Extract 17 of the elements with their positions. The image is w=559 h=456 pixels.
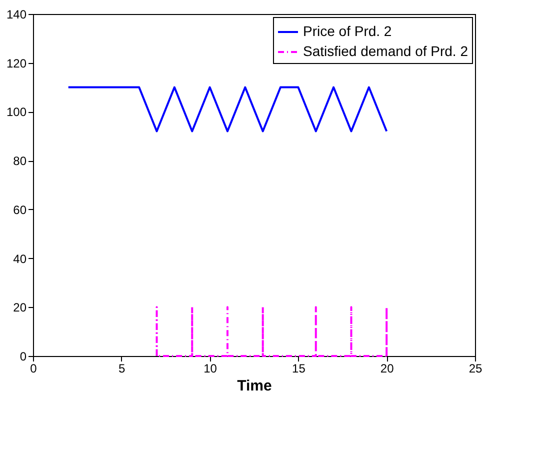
y-tick-label: 20 bbox=[13, 300, 27, 315]
x-tick-label: 0 bbox=[30, 362, 38, 376]
legend-label: Satisfied demand of Prd. 2 bbox=[303, 43, 468, 59]
x-tick-label: 5 bbox=[118, 362, 126, 376]
y-tick-label: 0 bbox=[20, 350, 27, 364]
y-tick-label: 140 bbox=[6, 8, 27, 22]
y-tick-label: 120 bbox=[6, 56, 27, 70]
x-tick-label: 15 bbox=[292, 362, 306, 376]
legend-label: Price of Prd. 2 bbox=[303, 23, 392, 39]
y-tick-label: 80 bbox=[13, 154, 27, 168]
y-tick-label: 100 bbox=[6, 105, 27, 120]
x-tick-label: 25 bbox=[468, 362, 482, 376]
x-tick-label: 20 bbox=[380, 362, 394, 376]
y-tick-label: 60 bbox=[13, 202, 27, 217]
y-tick-label: 40 bbox=[13, 252, 27, 266]
x-tick-label: 10 bbox=[204, 362, 218, 376]
x-axis-title: Time bbox=[237, 378, 272, 394]
